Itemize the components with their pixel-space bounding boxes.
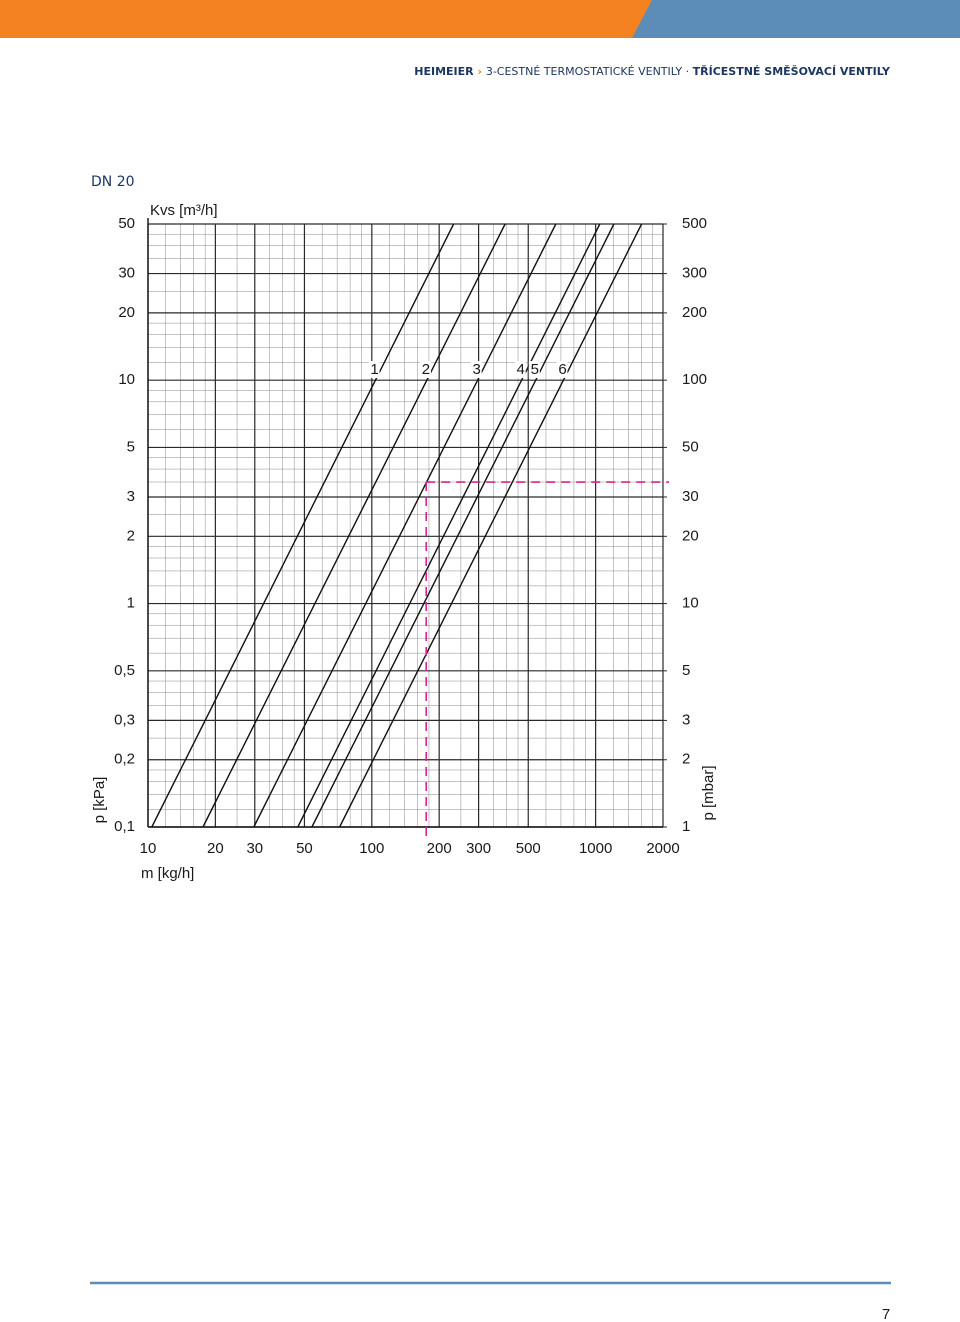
x-axis-label: m [kg/h] [141, 865, 194, 882]
y2-tick-label: 300 [682, 265, 707, 282]
x-tick-label: 30 [246, 840, 263, 857]
y2-tick-label: 500 [682, 215, 707, 232]
x-tick-label: 2000 [646, 840, 679, 857]
y-tick-label: 0,2 [114, 751, 135, 768]
kvs-line [151, 223, 455, 828]
chart-title: Kvs [m³/h] [150, 202, 218, 219]
brand-chevron: › [474, 65, 486, 78]
line-label-bg [368, 361, 380, 378]
y2-tick-label: 30 [682, 488, 699, 505]
x-tick-label: 10 [140, 840, 157, 857]
x-tick-label: 1000 [579, 840, 612, 857]
x-tick-label: 20 [207, 840, 224, 857]
line-label: 6 [558, 361, 566, 378]
line-label: 5 [531, 361, 539, 378]
y-tick-label: 0,5 [114, 662, 135, 679]
line-label-bg [556, 361, 568, 378]
kvs-line [253, 223, 557, 828]
line-label-bg [419, 361, 431, 378]
y2-tick-label: 10 [682, 595, 699, 612]
x-tick-label: 100 [359, 840, 384, 857]
kvs-line [338, 223, 643, 828]
y2-axis-label: p [mbar] [700, 765, 717, 820]
top-band-accent [632, 0, 960, 38]
x-tick-label: 500 [516, 840, 541, 857]
header-line: HEIMEIER › 3-CESTNÉ TERMOSTATICKÉ VENTIL… [414, 65, 891, 78]
y-tick-label: 0,3 [114, 711, 135, 728]
y-axis-label: p [kPa] [91, 777, 108, 824]
brand: HEIMEIER [414, 65, 474, 78]
kvs-line [311, 223, 615, 828]
y-tick-label: 50 [118, 215, 135, 232]
page-number: 7 [882, 1306, 890, 1322]
y2-tick-label: 50 [682, 438, 699, 455]
y2-tick-label: 3 [682, 711, 690, 728]
line-label-bg [528, 361, 540, 378]
y-tick-label: 3 [127, 488, 135, 505]
kvs-line [202, 223, 506, 828]
y2-tick-label: 200 [682, 304, 707, 321]
x-tick-label: 200 [427, 840, 452, 857]
y2-tick-label: 1 [682, 818, 690, 835]
line-label: 3 [473, 361, 481, 378]
y-tick-label: 30 [118, 265, 135, 282]
section-title: DN 20 [91, 174, 135, 190]
kvs-line [297, 223, 601, 828]
chart: 10 20 30 50 100 200 300 500 1000 2000 50 30 20 10 5 3 2 1… [114, 215, 707, 857]
y-tick-label: 1 [127, 595, 135, 612]
x-tick-label: 50 [296, 840, 313, 857]
y-tick-label: 0,1 [114, 818, 135, 835]
header-subtitle: 3-CESTNÉ TERMOSTATICKÉ VENTILY · [486, 65, 693, 78]
x-tick-label: 300 [466, 840, 491, 857]
line-label: 1 [370, 361, 378, 378]
y-tick-label: 20 [118, 304, 135, 321]
y-tick-label: 2 [127, 527, 135, 544]
line-label-bg [470, 361, 482, 378]
line-label: 2 [422, 361, 430, 378]
header-subtitle-bold: TŘÍCESTNÉ SMĚŠOVACÍ VENTILY [693, 65, 891, 78]
y2-tick-label: 5 [682, 662, 690, 679]
y2-tick-label: 2 [682, 751, 690, 768]
y-tick-label: 5 [127, 438, 135, 455]
line-label-bg [514, 361, 526, 378]
y2-tick-label: 20 [682, 527, 699, 544]
y2-tick-label: 100 [682, 371, 707, 388]
y-tick-label: 10 [118, 371, 135, 388]
line-label: 4 [517, 361, 525, 378]
